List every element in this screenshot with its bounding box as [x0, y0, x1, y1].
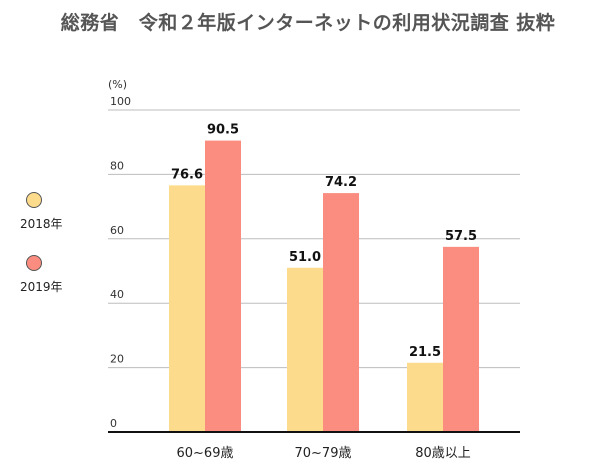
y-axis-unit-label: (%) — [108, 78, 127, 91]
bar-2019-1 — [323, 193, 359, 432]
data-label: 51.0 — [289, 250, 321, 265]
y-tick-label: 40 — [110, 288, 124, 301]
legend-item-2018: 2018年 — [20, 192, 80, 232]
bar-2019-0 — [205, 140, 241, 432]
data-label: 76.6 — [171, 167, 203, 182]
data-label: 21.5 — [409, 345, 441, 360]
legend-marker-2018 — [26, 192, 42, 208]
bar-2018-2 — [407, 362, 443, 432]
data-label: 74.2 — [325, 175, 357, 190]
legend-item-2019: 2019年 — [20, 255, 80, 295]
legend-label-2019: 2019年 — [20, 280, 63, 294]
x-tick-label: 60~69歳 — [177, 446, 234, 461]
data-label: 90.5 — [207, 123, 239, 138]
legend-marker-2019 — [26, 255, 42, 271]
x-tick-label: 80歳以上 — [415, 446, 471, 461]
y-tick-label: 80 — [110, 159, 124, 172]
bar-2018-1 — [287, 267, 323, 432]
y-tick-label: 100 — [110, 95, 131, 108]
legend-label-2018: 2018年 — [20, 217, 63, 231]
chart-title: 総務省 令和２年版インターネットの利用状況調査 抜粋 — [60, 12, 556, 34]
data-label: 57.5 — [445, 229, 477, 244]
y-tick-label: 60 — [110, 224, 124, 237]
x-tick-label: 70~79歳 — [295, 446, 352, 461]
bar-2019-2 — [443, 246, 479, 432]
bar-2018-0 — [169, 185, 205, 432]
y-tick-label: 0 — [110, 417, 117, 430]
y-tick-label: 20 — [110, 353, 124, 366]
